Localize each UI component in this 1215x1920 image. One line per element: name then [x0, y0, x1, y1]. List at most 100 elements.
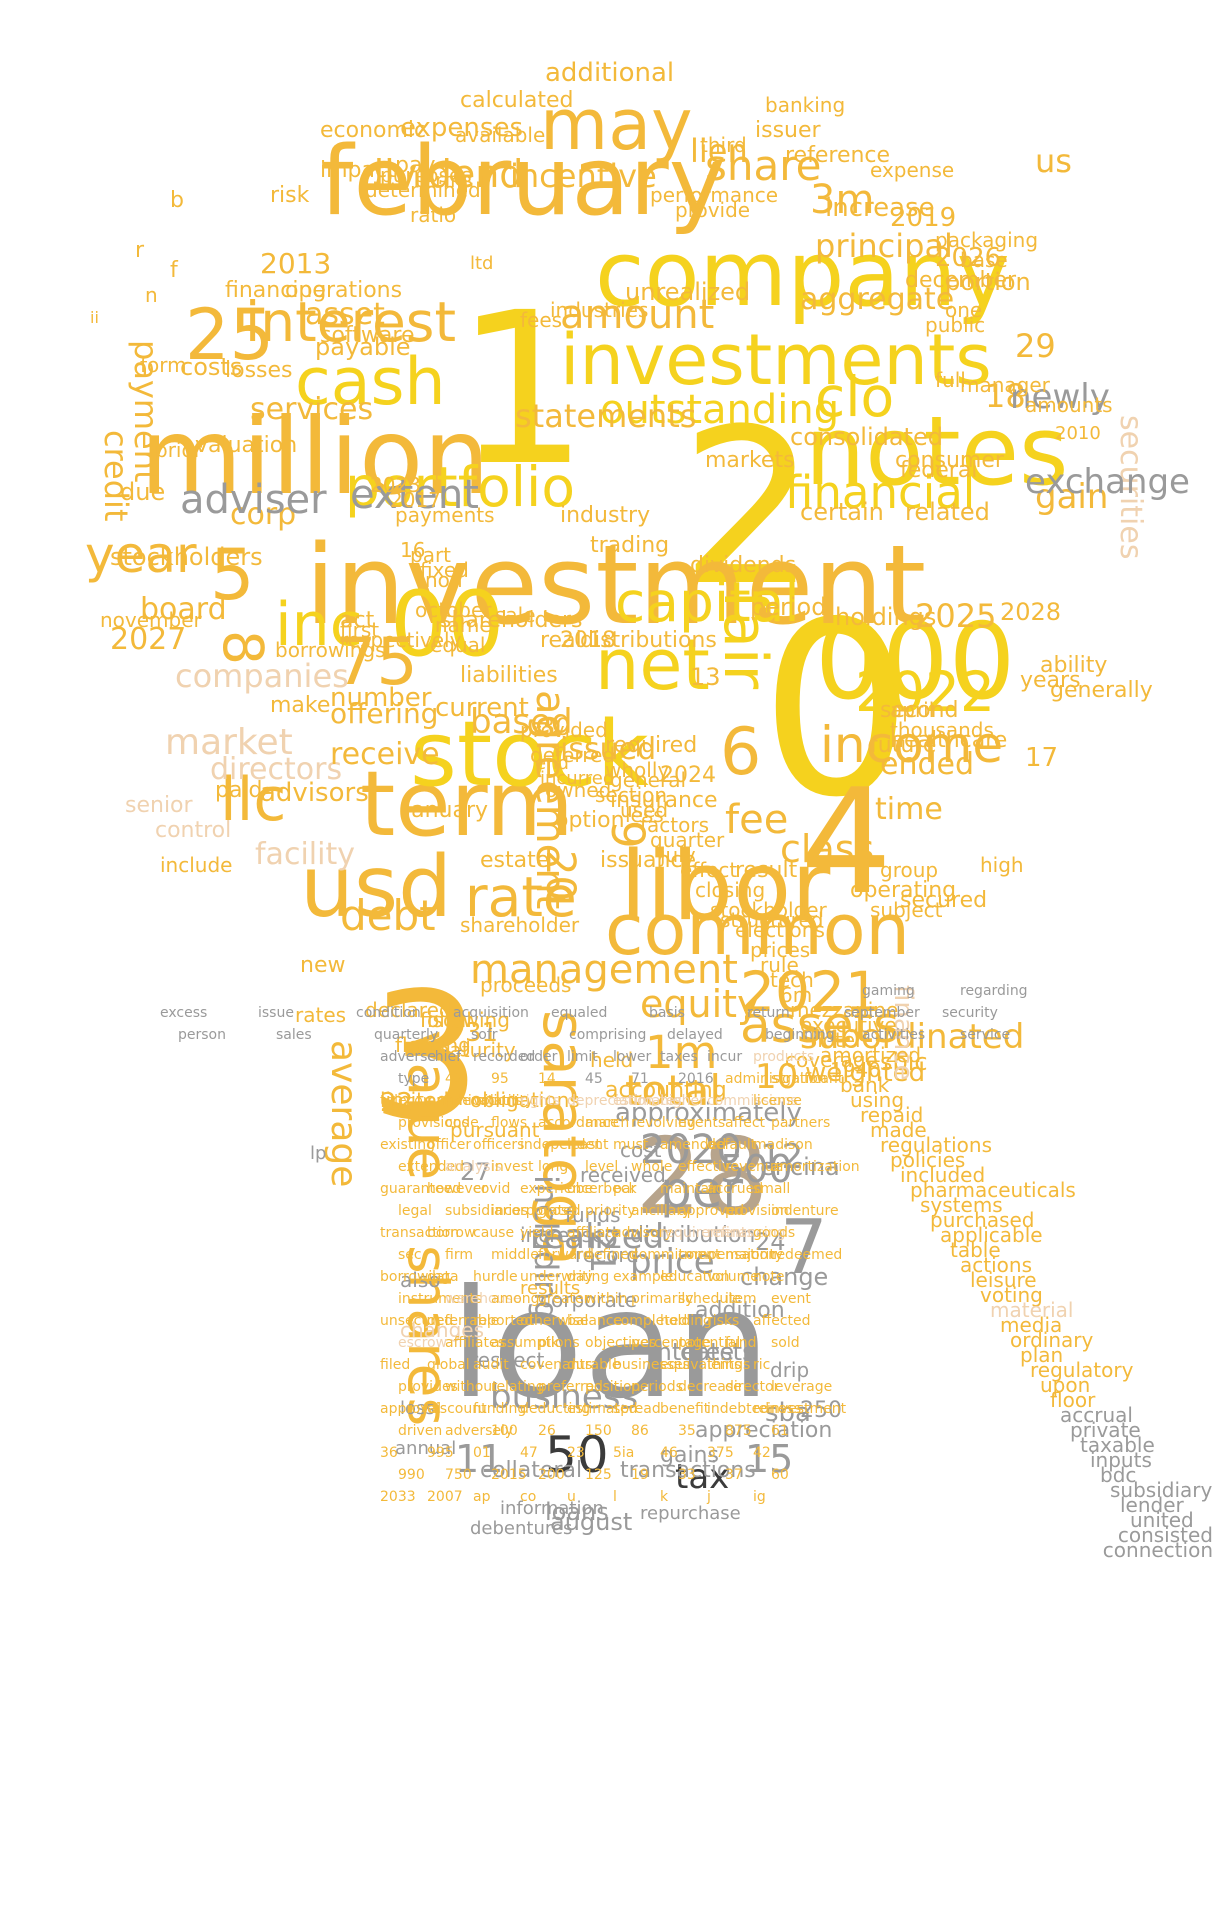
cloud-word: borrow: [427, 1225, 476, 1241]
cloud-word: 5: [210, 534, 255, 616]
cloud-word: gains: [660, 1443, 719, 1468]
cloud-word: return: [747, 1005, 790, 1021]
cloud-word: record: [575, 1243, 639, 1267]
cloud-word: dividend: [360, 152, 524, 196]
cloud-word: indebtedness: [707, 1401, 802, 1417]
cloud-word: balance: [567, 1313, 623, 1329]
cloud-word: affiliate: [567, 1225, 620, 1241]
cloud-word: ability: [1040, 653, 1108, 678]
cloud-word: extended: [398, 1159, 465, 1175]
cloud-word: ordinary: [1010, 1328, 1094, 1352]
cloud-word: excess: [160, 1005, 208, 1021]
cloud-word: business: [490, 1377, 639, 1417]
cloud-word: total: [625, 1066, 722, 1115]
cloud-word: global: [427, 1357, 470, 1373]
cloud-word: regulatory: [1030, 1358, 1134, 1382]
cloud-word: funding: [473, 1401, 527, 1417]
cloud-word: shareholders: [440, 608, 583, 633]
cloud-word: amortized: [820, 1043, 922, 1067]
cloud-word: holding: [660, 1313, 712, 1329]
cloud-word: august: [550, 1508, 633, 1536]
cloud-word: one: [945, 298, 983, 322]
cloud-word: 15: [745, 1437, 794, 1481]
cloud-word: march: [585, 1115, 630, 1131]
cloud-word: 61: [771, 1423, 789, 1439]
cloud-word: 1: [455, 267, 589, 512]
cloud-word: estimated: [567, 1401, 638, 1417]
cloud-word: license: [753, 1093, 802, 1109]
cloud-word: additional: [545, 58, 675, 88]
cloud-word: middle: [491, 1247, 539, 1263]
cloud-word: 2018: [560, 628, 616, 653]
cloud-word: effect: [680, 858, 738, 882]
cloud-word: debentures: [470, 1518, 573, 1539]
cloud-word: 2026: [935, 243, 1002, 273]
cloud-word: owned: [545, 778, 612, 802]
cloud-word: company: [595, 222, 1010, 327]
cloud-word: amount: [560, 292, 715, 338]
cloud-word: 28: [635, 1116, 769, 1238]
cloud-word: service: [960, 1027, 1011, 1043]
cloud-word: accrual: [1060, 1403, 1133, 1427]
cloud-word: higher: [660, 1093, 705, 1109]
cloud-word: may: [540, 84, 693, 166]
cloud-word: delayed: [667, 1027, 723, 1043]
cloud-word: issued: [560, 732, 657, 767]
cloud-word: certain: [800, 498, 884, 526]
cloud-word: compensation: [678, 1247, 777, 1263]
cloud-word: november: [100, 608, 202, 632]
cloud-word: stockholders: [110, 543, 263, 571]
cloud-word: applicable: [940, 1223, 1043, 1247]
cloud-word: 2016: [678, 1071, 714, 1087]
cloud-word: proceeds: [480, 973, 572, 997]
cloud-word: rate: [465, 865, 577, 929]
cloud-word: independent: [520, 1137, 609, 1153]
cloud-word: 35: [678, 1423, 696, 1439]
cloud-word: durable: [567, 1357, 621, 1373]
cloud-word: included: [900, 1163, 986, 1187]
cloud-word: wholly: [605, 758, 670, 782]
cloud-word: affected: [753, 1313, 811, 1329]
cloud-word: drip: [770, 1358, 810, 1382]
cloud-word: reinvestment: [753, 1401, 847, 1417]
cloud-word: economic: [320, 118, 427, 143]
cloud-word: consisted: [1117, 1523, 1213, 1547]
cloud-word: things: [707, 1357, 751, 1373]
cloud-word: person: [178, 1027, 226, 1043]
cloud-word: lien: [690, 132, 748, 170]
cloud-word: equal: [430, 633, 486, 657]
cloud-word: encina: [760, 1153, 840, 1181]
cloud-word: chief: [427, 1049, 462, 1065]
cloud-word: equity: [640, 982, 760, 1026]
cloud-word: sbic: [880, 1048, 928, 1076]
cloud-word: yield: [520, 1225, 554, 1241]
cloud-word: estimates: [613, 1093, 682, 1109]
cloud-word: 875: [725, 1423, 752, 1439]
cloud-word: note: [753, 1269, 785, 1285]
cloud-word: approval: [380, 1401, 442, 1417]
cloud-word: 6m: [780, 983, 813, 1007]
cloud-word: risks: [707, 1313, 740, 1329]
cloud-word: ii: [90, 308, 99, 327]
cloud-word: october: [415, 598, 492, 622]
cloud-word: firm: [445, 1247, 473, 1263]
cloud-word: co: [520, 1489, 537, 1505]
cloud-word: principal: [815, 227, 953, 265]
cloud-word: issuer: [755, 118, 821, 143]
cloud-word: maturity: [430, 1038, 516, 1062]
cloud-word: real: [540, 628, 582, 653]
cloud-word: closing: [695, 878, 766, 902]
cloud-word: issuance: [600, 848, 697, 873]
cloud-word: 7: [780, 1203, 828, 1291]
cloud-word: incurred: [540, 768, 615, 789]
cloud-word: effective: [678, 1159, 739, 1175]
cloud-word: pay: [395, 153, 436, 178]
cloud-word: 00: [390, 572, 505, 677]
cloud-word: impact: [320, 158, 396, 183]
cloud-word: 25: [185, 294, 275, 376]
cloud-word: greater: [538, 1291, 590, 1307]
cloud-word: without: [445, 1379, 498, 1395]
cloud-word: 27: [460, 1158, 491, 1186]
cloud-word: generally: [1050, 678, 1153, 703]
cloud-word: adviser: [180, 477, 327, 523]
